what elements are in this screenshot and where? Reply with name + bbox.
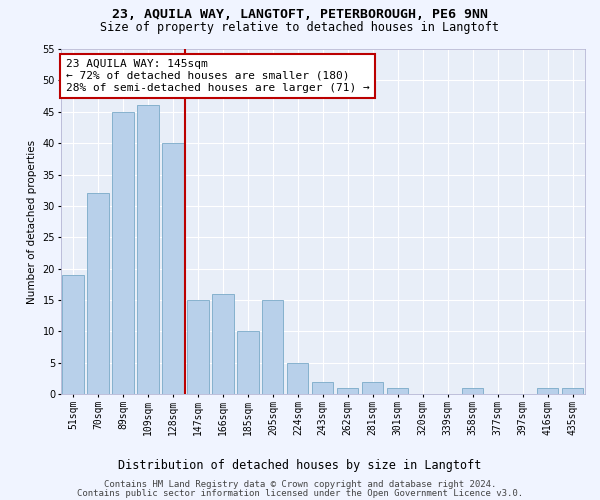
Y-axis label: Number of detached properties: Number of detached properties	[27, 140, 37, 304]
Text: 23 AQUILA WAY: 145sqm
← 72% of detached houses are smaller (180)
28% of semi-det: 23 AQUILA WAY: 145sqm ← 72% of detached …	[66, 60, 370, 92]
Bar	[312, 382, 334, 394]
Bar	[262, 300, 283, 394]
Bar	[137, 106, 158, 394]
Bar	[462, 388, 483, 394]
Bar	[537, 388, 558, 394]
Text: Contains HM Land Registry data © Crown copyright and database right 2024.: Contains HM Land Registry data © Crown c…	[104, 480, 496, 489]
Bar	[337, 388, 358, 394]
Bar	[562, 388, 583, 394]
Bar	[62, 275, 84, 394]
Bar	[163, 143, 184, 394]
Bar	[387, 388, 409, 394]
Text: Distribution of detached houses by size in Langtoft: Distribution of detached houses by size …	[118, 460, 482, 472]
Text: 23, AQUILA WAY, LANGTOFT, PETERBOROUGH, PE6 9NN: 23, AQUILA WAY, LANGTOFT, PETERBOROUGH, …	[112, 8, 488, 20]
Bar	[212, 294, 233, 394]
Bar	[287, 363, 308, 394]
Bar	[187, 300, 209, 394]
Bar	[362, 382, 383, 394]
Bar	[237, 332, 259, 394]
Bar	[112, 112, 134, 394]
Text: Contains public sector information licensed under the Open Government Licence v3: Contains public sector information licen…	[77, 490, 523, 498]
Bar	[88, 194, 109, 394]
Text: Size of property relative to detached houses in Langtoft: Size of property relative to detached ho…	[101, 21, 499, 34]
